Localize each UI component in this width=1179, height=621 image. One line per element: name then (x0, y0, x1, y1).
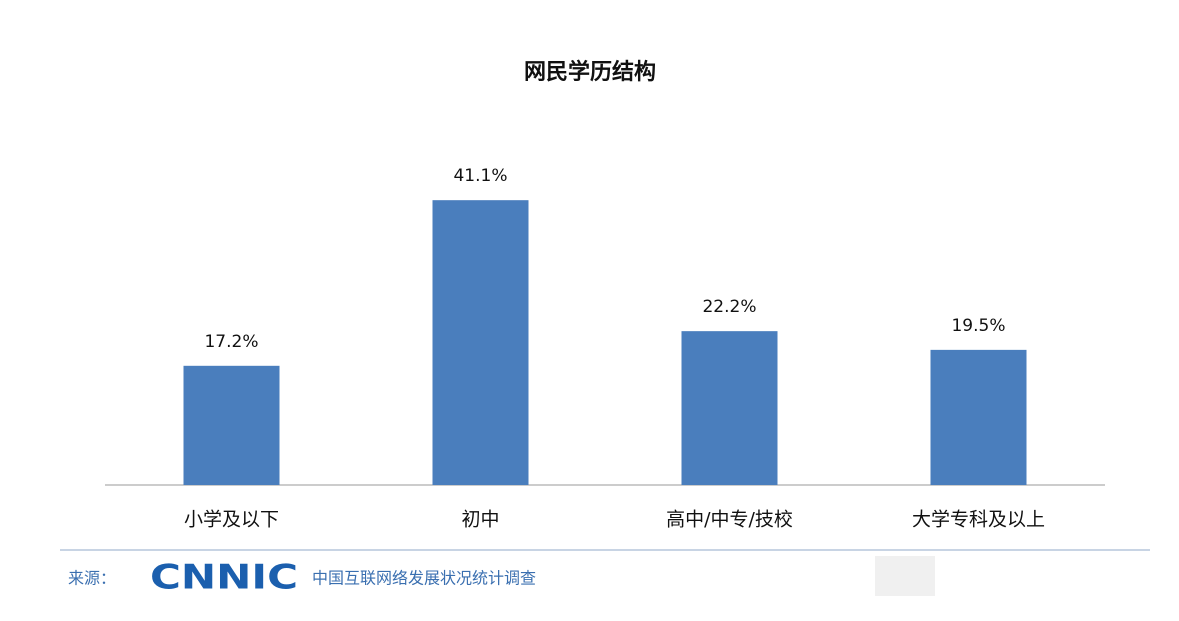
decor-block (875, 556, 935, 596)
value-label: 22.2% (702, 297, 756, 317)
value-label: 41.1% (453, 166, 507, 186)
x-tick-label: 大学专科及以上 (912, 509, 1045, 531)
source-label: 来源： (68, 569, 116, 588)
bar (930, 349, 1027, 485)
bar (183, 365, 280, 485)
value-label: 19.5% (951, 316, 1005, 336)
value-label: 17.2% (204, 332, 258, 352)
bar (432, 200, 529, 485)
chart-title: 网民学历结构 (524, 59, 656, 85)
x-tick-label: 初中 (461, 509, 499, 531)
x-tick-label: 小学及以下 (184, 509, 279, 531)
x-tick-label: 高中/中专/技校 (666, 509, 793, 531)
source-text: 中国互联网络发展状况统计调查 (312, 569, 536, 588)
source-logo: CNNIC (150, 558, 298, 598)
bar (681, 331, 778, 485)
